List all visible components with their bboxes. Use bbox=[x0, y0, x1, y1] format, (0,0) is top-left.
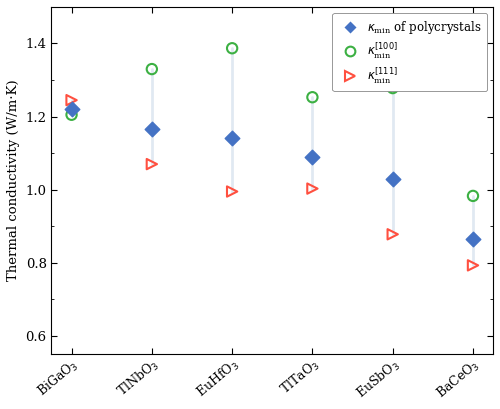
Point bbox=[308, 94, 316, 101]
Y-axis label: Thermal conductivity (W/m·K): Thermal conductivity (W/m·K) bbox=[7, 80, 20, 281]
Point bbox=[148, 126, 156, 132]
Point bbox=[308, 153, 316, 160]
Point bbox=[308, 185, 316, 192]
Point bbox=[68, 97, 76, 103]
Point bbox=[68, 112, 76, 118]
Point bbox=[469, 262, 477, 269]
Point bbox=[228, 135, 236, 141]
Point bbox=[388, 231, 396, 238]
Point bbox=[388, 85, 396, 91]
Point bbox=[388, 175, 396, 182]
Point bbox=[148, 161, 156, 167]
Point bbox=[469, 193, 477, 199]
Point bbox=[148, 66, 156, 72]
Point bbox=[228, 188, 236, 195]
Point bbox=[68, 105, 76, 112]
Legend: $\kappa_{\mathregular{min}}$ of polycrystals, $\kappa_{\mathregular{min}}^{[100]: $\kappa_{\mathregular{min}}$ of polycrys… bbox=[332, 13, 487, 92]
Point bbox=[228, 45, 236, 52]
Point bbox=[469, 236, 477, 242]
